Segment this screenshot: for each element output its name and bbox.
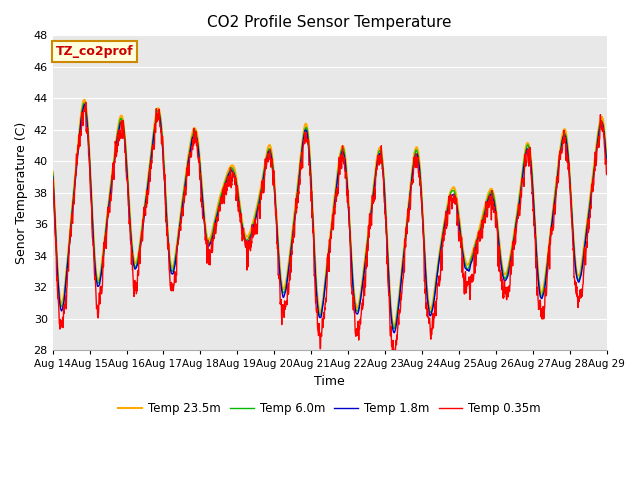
Temp 0.35m <box>554 177 562 183</box>
Line: Temp 23.5m: Temp 23.5m <box>52 100 607 326</box>
Temp 0.35m <box>603 172 611 178</box>
Temp 1.8m <box>491 204 499 210</box>
Temp 23.5m <box>390 323 397 329</box>
Line: Temp 1.8m: Temp 1.8m <box>52 105 607 333</box>
Temp 1.8m <box>570 240 577 246</box>
Temp 1.8m <box>346 229 353 235</box>
Temp 0.35m <box>570 246 577 252</box>
Text: TZ_co2prof: TZ_co2prof <box>56 45 133 58</box>
Temp 6.0m <box>346 225 353 231</box>
Temp 1.8m <box>81 102 88 108</box>
Temp 6.0m <box>204 238 211 244</box>
Temp 23.5m <box>49 168 56 174</box>
Temp 6.0m <box>491 201 499 206</box>
Temp 1.8m <box>358 288 365 293</box>
Temp 23.5m <box>204 235 211 241</box>
Temp 23.5m <box>346 223 353 229</box>
X-axis label: Time: Time <box>314 375 345 388</box>
Temp 0.35m <box>346 227 353 232</box>
Temp 0.35m <box>388 348 396 353</box>
Temp 23.5m <box>81 97 88 103</box>
Temp 6.0m <box>570 238 577 243</box>
Temp 6.0m <box>603 155 611 161</box>
Temp 0.35m <box>49 177 56 182</box>
Temp 0.35m <box>358 307 365 313</box>
Temp 6.0m <box>49 170 56 176</box>
Temp 23.5m <box>491 198 499 204</box>
Temp 0.35m <box>204 241 211 247</box>
Temp 23.5m <box>570 235 577 240</box>
Temp 0.35m <box>82 99 90 105</box>
Temp 6.0m <box>80 100 88 106</box>
Temp 1.8m <box>554 169 562 175</box>
Temp 6.0m <box>554 168 562 174</box>
Temp 0.35m <box>491 209 499 215</box>
Temp 1.8m <box>390 330 398 336</box>
Temp 6.0m <box>358 286 365 291</box>
Temp 1.8m <box>204 241 211 247</box>
Temp 23.5m <box>554 163 562 168</box>
Line: Temp 6.0m: Temp 6.0m <box>52 103 607 329</box>
Y-axis label: Senor Temperature (C): Senor Temperature (C) <box>15 121 28 264</box>
Line: Temp 0.35m: Temp 0.35m <box>52 102 607 350</box>
Temp 1.8m <box>603 159 611 165</box>
Legend: Temp 23.5m, Temp 6.0m, Temp 1.8m, Temp 0.35m: Temp 23.5m, Temp 6.0m, Temp 1.8m, Temp 0… <box>114 397 545 420</box>
Title: CO2 Profile Sensor Temperature: CO2 Profile Sensor Temperature <box>207 15 452 30</box>
Temp 23.5m <box>603 152 611 157</box>
Temp 1.8m <box>49 173 56 179</box>
Temp 23.5m <box>358 282 365 288</box>
Temp 6.0m <box>390 326 397 332</box>
